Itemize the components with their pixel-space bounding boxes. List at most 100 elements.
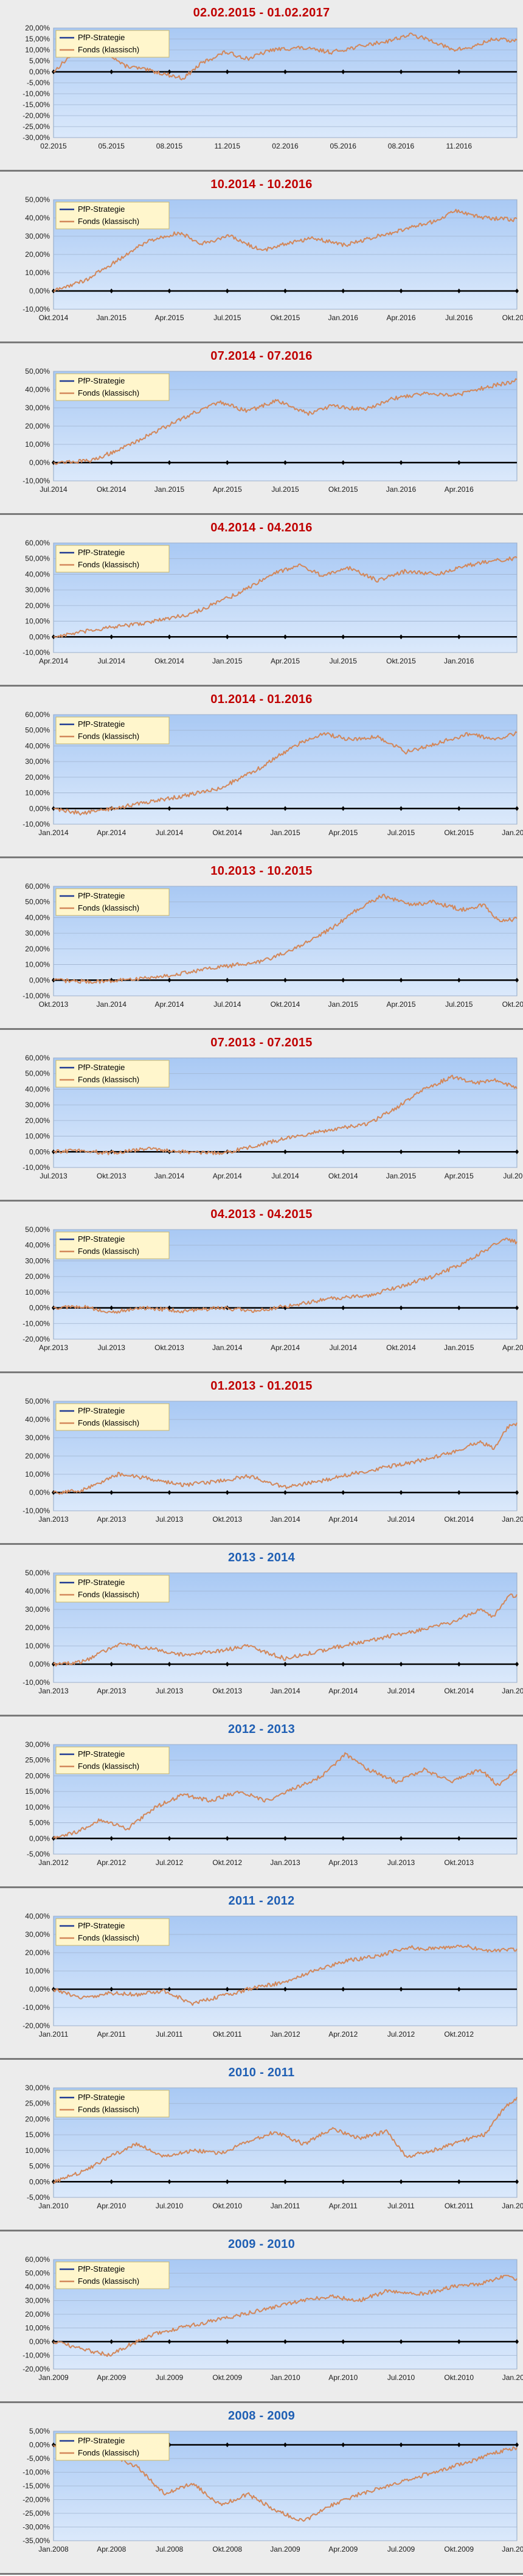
x-tick-label: Okt.2011 (213, 2030, 242, 2039)
y-tick-label: 5,00% (29, 57, 50, 65)
zero-marker (225, 978, 229, 983)
y-tick-label: -10,00% (23, 2351, 50, 2360)
x-tick-label: Jan.2016 (386, 485, 417, 494)
legend-label-strategy: PfP-Strategie (78, 2093, 125, 2102)
legend-label-strategy: PfP-Strategie (78, 1578, 125, 1587)
zero-marker (167, 1662, 171, 1667)
x-tick-label: Jan.2016 (328, 313, 359, 322)
chart-title: 01.2014 - 01.2016 (210, 693, 313, 706)
zero-marker (225, 1987, 229, 1992)
x-tick-label: Apr.2013 (97, 1515, 126, 1524)
x-tick-label: Jan.2011 (502, 2373, 523, 2382)
x-tick-label: Jan.2014 (270, 1515, 300, 1524)
zero-marker (399, 2179, 403, 2185)
y-tick-label: 0,00% (29, 1834, 50, 1843)
zero-marker (341, 1836, 345, 1841)
y-tick-label: 20,00% (25, 24, 50, 32)
x-tick-label: Jul.2010 (387, 2373, 415, 2382)
y-tick-label: 30,00% (25, 232, 50, 240)
zero-marker (283, 1490, 287, 1495)
zero-marker (341, 2442, 345, 2448)
y-tick-label: -35,00% (23, 2536, 50, 2545)
x-tick-label: Jan.2014 (154, 1172, 185, 1180)
x-tick-label: Jan.2016 (444, 657, 474, 665)
y-tick-label: 0,00% (29, 2441, 50, 2449)
x-tick-label: Apr.2015 (154, 313, 184, 322)
x-tick-label: Jan.2009 (270, 2545, 300, 2553)
x-tick-label: Jul.2012 (387, 2030, 415, 2039)
y-tick-label: -20,00% (23, 2496, 50, 2504)
zero-marker (225, 2339, 229, 2344)
chart-panel: 2009 - 2010 60,00% 50,00% 40,00% 30,00% 20,00… (0, 2231, 523, 2403)
y-tick-label: 10,00% (25, 1288, 50, 1297)
x-tick-label: Jan.2015 (386, 1172, 417, 1180)
zero-marker (109, 289, 114, 293)
x-tick-label: 08.2015 (156, 142, 183, 150)
zero-marker (167, 978, 171, 983)
y-tick-label: 40,00% (25, 1587, 50, 1595)
zero-marker (109, 69, 114, 74)
x-tick-label: Okt.2011 (445, 2202, 474, 2210)
x-tick-label: Okt.2014 (154, 657, 184, 665)
y-tick-label: 20,00% (25, 2115, 50, 2123)
y-tick-label: -15,00% (23, 100, 50, 109)
y-tick-label: 10,00% (25, 1132, 50, 1141)
x-tick-label: Apr.2014 (39, 657, 68, 665)
zero-marker (109, 1305, 114, 1311)
x-tick-label: Okt.2014 (271, 1000, 300, 1009)
legend-label-fund: Fonds (klassisch) (78, 45, 139, 54)
chart-panel: 01.2014 - 01.2016 60,00% 50,00% 40,00% 30,00… (0, 687, 523, 858)
x-tick-label: 05.2015 (99, 142, 125, 150)
x-tick-label: 08.2016 (388, 142, 415, 150)
chart-svg: 30,00% 25,00% 20,00% 15,00% 10,00% 5,00% 0,00%… (25, 2084, 523, 2210)
x-tick-label: Apr.2015 (213, 485, 242, 494)
legend-label-fund: Fonds (klassisch) (78, 2277, 139, 2286)
zero-marker (457, 1305, 461, 1311)
x-tick-label: Jan.2010 (270, 2373, 300, 2382)
x-tick-label: Okt.2014 (39, 313, 69, 322)
zero-marker (457, 69, 461, 74)
legend-label-fund: Fonds (klassisch) (78, 388, 139, 397)
x-tick-label: 05.2016 (330, 142, 357, 150)
y-tick-label: -10,00% (23, 2468, 50, 2477)
y-tick-label: 60,00% (25, 539, 50, 547)
y-tick-label: 0,00% (29, 1660, 50, 1668)
y-tick-label: 0,00% (29, 804, 50, 813)
zero-marker (341, 289, 345, 293)
y-tick-label: 20,00% (25, 250, 50, 259)
zero-marker (341, 460, 345, 465)
x-tick-label: Apr.2014 (328, 1515, 358, 1524)
y-tick-label: 30,00% (25, 1930, 50, 1939)
zero-marker (109, 1987, 114, 1992)
y-tick-label: 50,00% (25, 195, 50, 204)
y-tick-label: 0,00% (29, 1147, 50, 1156)
zero-marker (399, 806, 403, 811)
chart-svg: 60,00% 50,00% 40,00% 30,00% 20,00% 10,00% 0,00… (23, 1054, 523, 1180)
x-tick-label: Jan.2014 (97, 1000, 127, 1009)
y-tick-label: -10,00% (23, 305, 50, 313)
zero-marker (283, 460, 287, 465)
zero-marker (225, 1836, 229, 1841)
x-tick-label: Okt.2015 (328, 485, 358, 494)
zero-marker (341, 69, 345, 74)
legend-label-fund: Fonds (klassisch) (78, 903, 139, 912)
chart-title: 07.2014 - 07.2016 (210, 349, 313, 363)
x-tick-label: Okt.2014 (444, 1515, 474, 1524)
chart-panel: 2010 - 2011 30,00% 25,00% 20,00% 15,00% 10,00… (0, 2060, 523, 2231)
x-tick-label: Okt.2009 (444, 2545, 474, 2553)
y-tick-label: 0,00% (29, 2337, 50, 2346)
x-tick-label: Jul.2014 (213, 1000, 241, 1009)
y-tick-label: 20,00% (25, 945, 50, 953)
y-tick-label: 40,00% (25, 1085, 50, 1093)
chart-svg: 5,00% 0,00% -5,00% -10,00% -15,00% -20,00% -25… (23, 2427, 523, 2553)
x-tick-label: Jul.2013 (156, 1515, 184, 1524)
y-tick-label: -10,00% (23, 1678, 50, 1687)
x-tick-label: Jul.2013 (40, 1172, 68, 1180)
y-tick-label: 30,00% (25, 2084, 50, 2092)
y-tick-label: -25,00% (23, 2509, 50, 2518)
x-tick-label: Jul.2014 (330, 1343, 358, 1352)
y-tick-label: -25,00% (23, 122, 50, 131)
x-tick-label: Jul.2014 (271, 1172, 299, 1180)
zero-marker (283, 1836, 287, 1841)
y-tick-label: 15,00% (25, 2130, 50, 2139)
